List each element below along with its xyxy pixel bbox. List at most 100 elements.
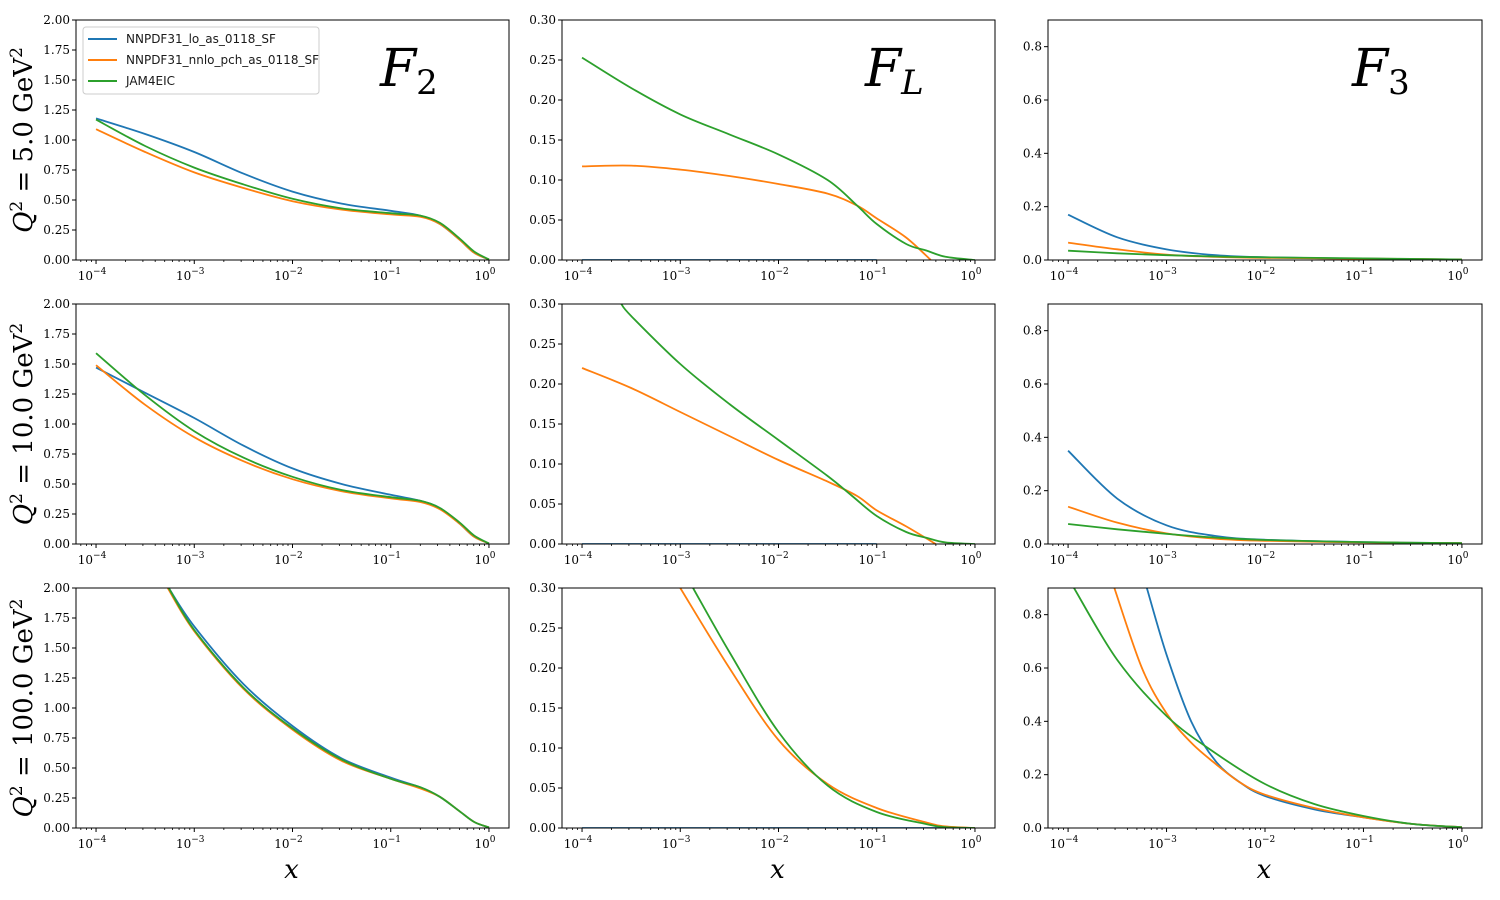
x-tick-label: 10−1 — [372, 551, 401, 567]
x-tick-exponent: −3 — [1164, 835, 1178, 845]
x-tick-label: 10−1 — [858, 835, 887, 851]
y-tick-label: 0.15 — [529, 133, 556, 147]
y-tick-label: 0.30 — [529, 297, 556, 311]
x-tick-exponent: 0 — [976, 835, 982, 845]
x-tick-label: 100 — [960, 267, 981, 283]
series-line-blue — [95, 366, 490, 544]
series-line-orange — [1067, 505, 1462, 544]
x-tick-base: 10 — [372, 269, 387, 283]
x-tick-base: 10 — [274, 269, 289, 283]
function-label-F2: F2 — [379, 39, 438, 103]
y-tick-label: 0.00 — [43, 537, 70, 551]
x-tick-label: 10−3 — [662, 551, 691, 567]
y-tick-label: 0.00 — [529, 253, 556, 267]
x-axis-label: x — [284, 855, 299, 885]
y-tick-label: 0.6 — [1023, 93, 1042, 107]
x-tick-base: 10 — [78, 837, 93, 851]
y-tick-label: 0.8 — [1023, 608, 1042, 622]
x-tick-base: 10 — [662, 837, 677, 851]
y-tick-label: 0.75 — [43, 163, 70, 177]
x-tick-exponent: −4 — [1065, 835, 1079, 845]
row-label-ylabel-sup: 2 — [7, 493, 27, 504]
x-tick-exponent: 0 — [976, 267, 982, 277]
row-label-ylabel-sup: 2 — [7, 785, 27, 796]
panel-F2-row2: 0.000.250.500.751.001.251.501.752.0010−4… — [43, 297, 510, 567]
legend-box — [82, 26, 320, 95]
x-tick-base: 10 — [1050, 837, 1065, 851]
x-tick-exponent: 0 — [1463, 267, 1469, 277]
x-tick-base: 10 — [372, 837, 387, 851]
function-label-subscript: 2 — [416, 63, 438, 103]
x-tick-label: 100 — [474, 835, 495, 851]
x-tick-base: 10 — [1447, 269, 1462, 283]
x-tick-label: 10−1 — [858, 267, 887, 283]
y-tick-label: 0.10 — [529, 173, 556, 187]
x-tick-exponent: −1 — [1360, 267, 1373, 277]
series-line-green — [1068, 249, 1462, 260]
y-tick-label: 0.30 — [529, 581, 556, 595]
x-tick-exponent: −1 — [1360, 551, 1373, 561]
x-tick-base: 10 — [474, 269, 489, 283]
x-tick-base: 10 — [1148, 837, 1163, 851]
x-tick-exponent: −4 — [93, 835, 107, 845]
y-tick-label: 0.4 — [1023, 146, 1042, 160]
row-label-ylabel-mid: = 5.0 GeV — [9, 57, 39, 201]
y-tick-label: 1.75 — [43, 327, 70, 341]
y-tick-label: 1.75 — [43, 43, 70, 57]
x-tick-exponent: −3 — [677, 267, 691, 277]
x-tick-label: 10−3 — [176, 835, 205, 851]
x-tick-label: 10−3 — [176, 551, 205, 567]
x-tick-label: 100 — [1447, 267, 1468, 283]
x-tick-base: 10 — [1050, 553, 1065, 567]
x-tick-exponent: −2 — [290, 835, 303, 845]
y-tick-label: 0.6 — [1023, 661, 1042, 675]
x-tick-label: 10−1 — [1345, 551, 1374, 567]
x-tick-exponent: −1 — [388, 267, 401, 277]
y-tick-label: 0.25 — [43, 507, 70, 521]
y-tick-label: 0.00 — [43, 821, 70, 835]
x-tick-label: 10−4 — [78, 267, 107, 283]
y-tick-label: 0.25 — [529, 337, 556, 351]
y-tick-label: 1.00 — [43, 417, 70, 431]
x-tick-base: 10 — [564, 269, 579, 283]
y-tick-label: 1.25 — [43, 671, 70, 685]
function-label-main: F — [864, 39, 903, 99]
x-tick-exponent: −1 — [874, 551, 887, 561]
y-tick-label: 0.50 — [43, 761, 70, 775]
x-tick-label: 10−3 — [1148, 267, 1177, 283]
x-tick-base: 10 — [564, 553, 579, 567]
x-tick-exponent: −4 — [1065, 267, 1079, 277]
y-tick-label: 0.25 — [529, 53, 556, 67]
x-tick-exponent: 0 — [490, 835, 496, 845]
y-tick-label: 0.2 — [1023, 768, 1042, 782]
y-tick-label: 1.50 — [43, 357, 70, 371]
x-tick-base: 10 — [760, 269, 775, 283]
function-label-subscript: 3 — [1388, 63, 1410, 103]
x-tick-label: 10−4 — [1050, 267, 1079, 283]
x-tick-exponent: −3 — [191, 551, 205, 561]
x-tick-label: 10−2 — [760, 551, 789, 567]
x-tick-exponent: −3 — [677, 551, 691, 561]
x-tick-exponent: 0 — [1463, 835, 1469, 845]
y-tick-label: 0.20 — [529, 377, 556, 391]
y-tick-label: 1.75 — [43, 611, 70, 625]
x-tick-label: 10−1 — [372, 835, 401, 851]
row-label-ylabel-prefix: Q — [9, 796, 39, 817]
series-line-green — [1073, 588, 1462, 828]
x-tick-base: 10 — [1247, 553, 1262, 567]
series-line-orange — [95, 128, 490, 260]
x-tick-exponent: −1 — [874, 267, 887, 277]
x-axis-label: x — [1257, 855, 1272, 885]
x-tick-label: 100 — [474, 267, 495, 283]
x-tick-label: 100 — [1447, 835, 1468, 851]
x-tick-label: 10−2 — [1247, 267, 1276, 283]
x-tick-exponent: −4 — [579, 835, 593, 845]
y-tick-label: 0.8 — [1023, 324, 1042, 338]
x-tick-base: 10 — [1148, 553, 1163, 567]
y-tick-label: 0.8 — [1023, 40, 1042, 54]
x-tick-base: 10 — [564, 837, 579, 851]
series-line-blue — [95, 117, 490, 260]
